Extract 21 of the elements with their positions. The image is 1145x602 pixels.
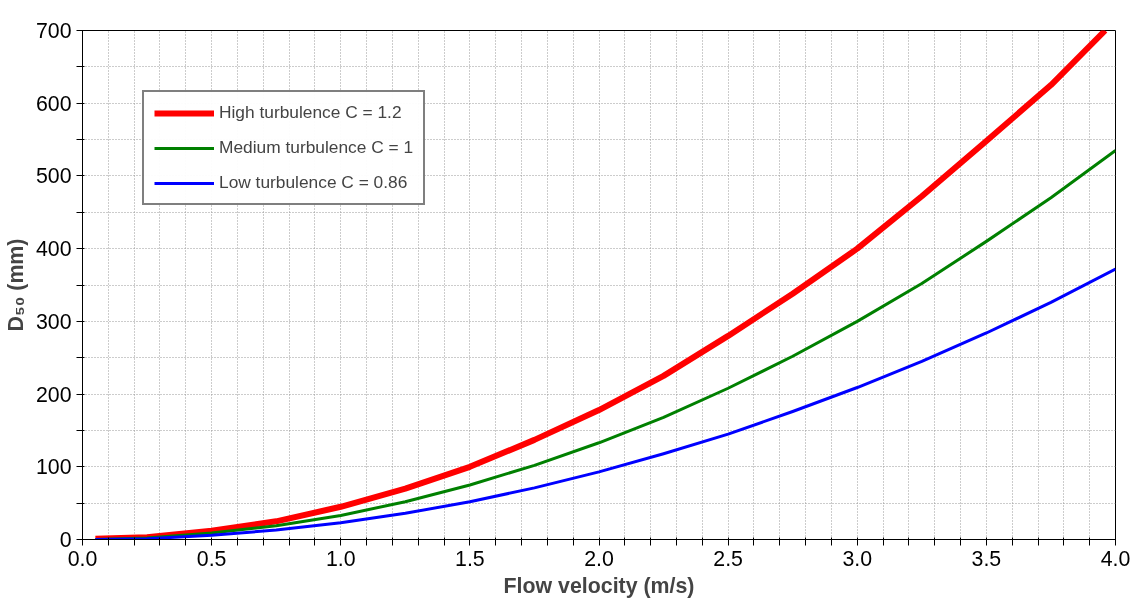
x-axis-title: Flow velocity (m/s): [503, 573, 695, 598]
line-series: [93, 267, 1116, 540]
y-tick-label: 100: [35, 455, 72, 480]
y-tick-label: 200: [35, 382, 72, 407]
x-tick-label: 4.0: [1100, 546, 1131, 571]
y-tick-label: 500: [35, 164, 72, 189]
legend-label: High turbulence C = 1.2: [219, 102, 402, 123]
y-tick-label: 600: [35, 91, 72, 116]
x-tick-label: 1.0: [325, 546, 356, 571]
y-tick-label: 300: [35, 309, 72, 334]
x-tick-label: 0.5: [196, 546, 227, 571]
x-tick-label: 1.5: [455, 546, 485, 571]
y-tick-label: 700: [35, 19, 72, 43]
legend-label: Low turbulence C = 0.86: [219, 172, 408, 193]
x-tick-label: 3.0: [842, 546, 873, 571]
legend-label: Medium turbulence C = 1: [219, 137, 414, 158]
y-axis-title: D₅₀ (mm): [3, 238, 28, 332]
y-tick-label: 400: [35, 237, 72, 262]
x-tick-label: 2.0: [584, 546, 614, 571]
x-tick-label: 3.5: [971, 546, 1002, 571]
x-tick-label: 2.5: [713, 546, 743, 571]
